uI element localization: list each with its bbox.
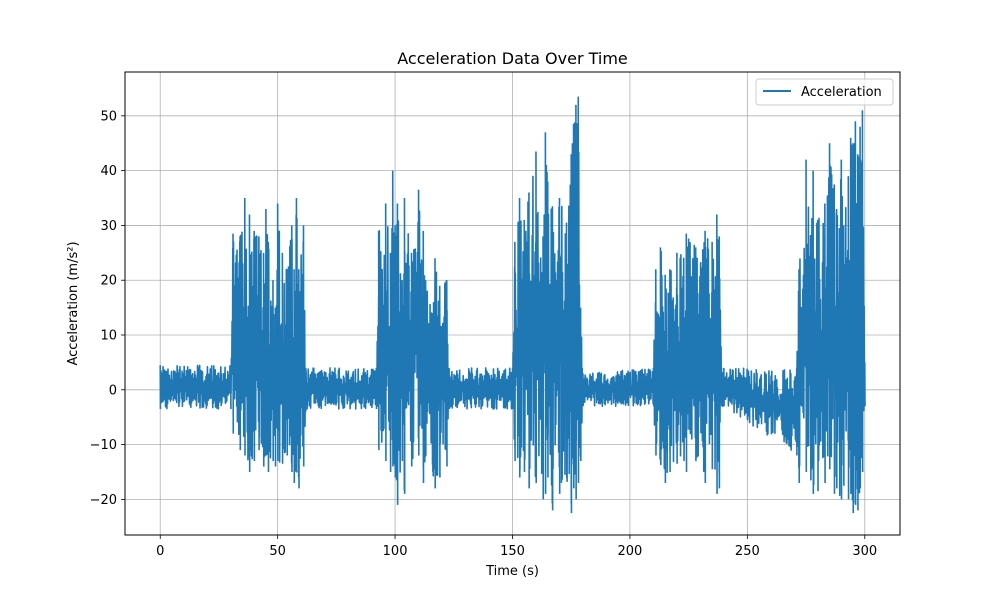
y-axis-label: Acceleration (m/s²) <box>66 241 81 365</box>
x-tick-label: 0 <box>156 544 164 559</box>
x-tick-label: 300 <box>852 544 877 559</box>
y-tick-label: 10 <box>100 329 117 344</box>
x-tick-label: 150 <box>500 544 525 559</box>
y-tick-label: 50 <box>100 109 117 124</box>
y-tick-label: 0 <box>109 383 117 398</box>
x-axis-label: Time (s) <box>485 564 539 579</box>
series-line-acceleration <box>159 96 866 514</box>
y-tick-label: 40 <box>100 164 117 179</box>
x-tick-label: 100 <box>383 544 408 559</box>
y-tick-label: 30 <box>100 219 117 234</box>
y-tick-label: −10 <box>90 438 117 453</box>
axis-ticks: 0 50 100 150 200 250 300 −20 −10 0 10 20 30 40 50 <box>90 109 878 559</box>
legend-label: Acceleration <box>801 85 882 100</box>
y-tick-label: −20 <box>90 493 117 508</box>
chart-title: Acceleration Data Over Time <box>397 49 628 68</box>
plot-area <box>159 96 866 514</box>
x-tick-label: 50 <box>269 544 286 559</box>
legend-box <box>755 78 894 106</box>
legend: Acceleration <box>755 78 894 106</box>
y-tick-label: 20 <box>100 274 117 289</box>
x-tick-label: 250 <box>735 544 760 559</box>
x-tick-label: 200 <box>618 544 643 559</box>
